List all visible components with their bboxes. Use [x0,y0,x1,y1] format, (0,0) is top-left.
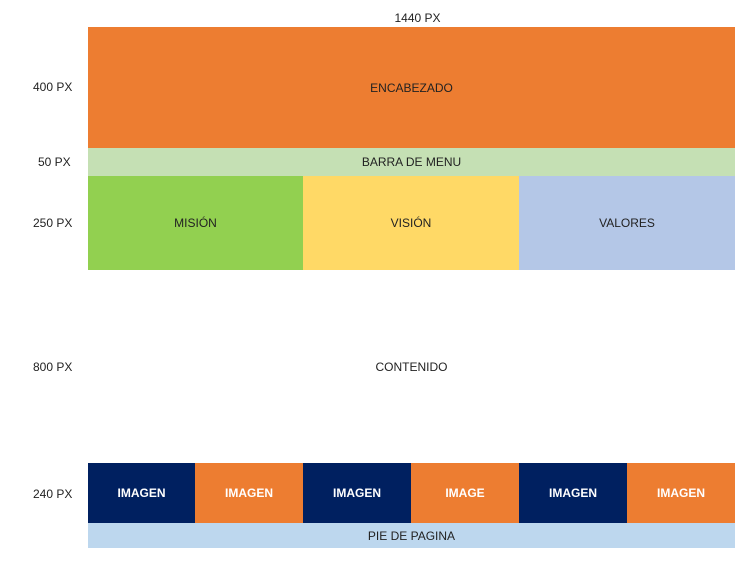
image-block-3: IMAGEN [303,463,411,523]
width-label: 1440 PX [394,11,441,25]
image-block-6: IMAGEN [627,463,735,523]
image-block-4: IMAGE [411,463,519,523]
image-block-label: IMAGEN [549,486,597,500]
header-size-label: 400 PX [33,80,73,94]
header-block: ENCABEZADO [88,27,735,148]
image-block-label: IMAGEN [117,486,166,500]
image-block-1: IMAGEN [88,463,195,523]
image-block-label: IMAGEN [657,486,705,500]
content-label: CONTENIDO [375,360,448,374]
footer-label: PIE DE PAGINA [367,528,456,543]
valores-label: VALORES [599,216,655,230]
menu-bar-label: BARRA DE MENU [361,155,462,169]
vision-block: VISIÓN [303,176,519,270]
footer-block: PIE DE PAGINA [88,523,735,548]
image-block-label: IMAGEN [333,486,381,500]
menu-size-label: 50 PX [38,155,71,169]
image-block-5: IMAGEN [519,463,627,523]
image-block-2: IMAGEN [195,463,303,523]
image-block-label: IMAGEN [225,486,273,500]
content-size-label: 800 PX [33,360,73,374]
header-label: ENCABEZADO [370,80,453,95]
vision-label: VISIÓN [390,216,432,230]
mvv-size-label: 250 PX [33,216,73,230]
mision-label: MISIÓN [174,216,217,230]
mision-block: MISIÓN [88,176,303,270]
image-block-label: IMAGE [445,486,485,500]
images-size-label: 240 PX [33,487,73,501]
valores-block: VALORES [519,176,735,270]
menu-bar-block: BARRA DE MENU [88,148,735,176]
